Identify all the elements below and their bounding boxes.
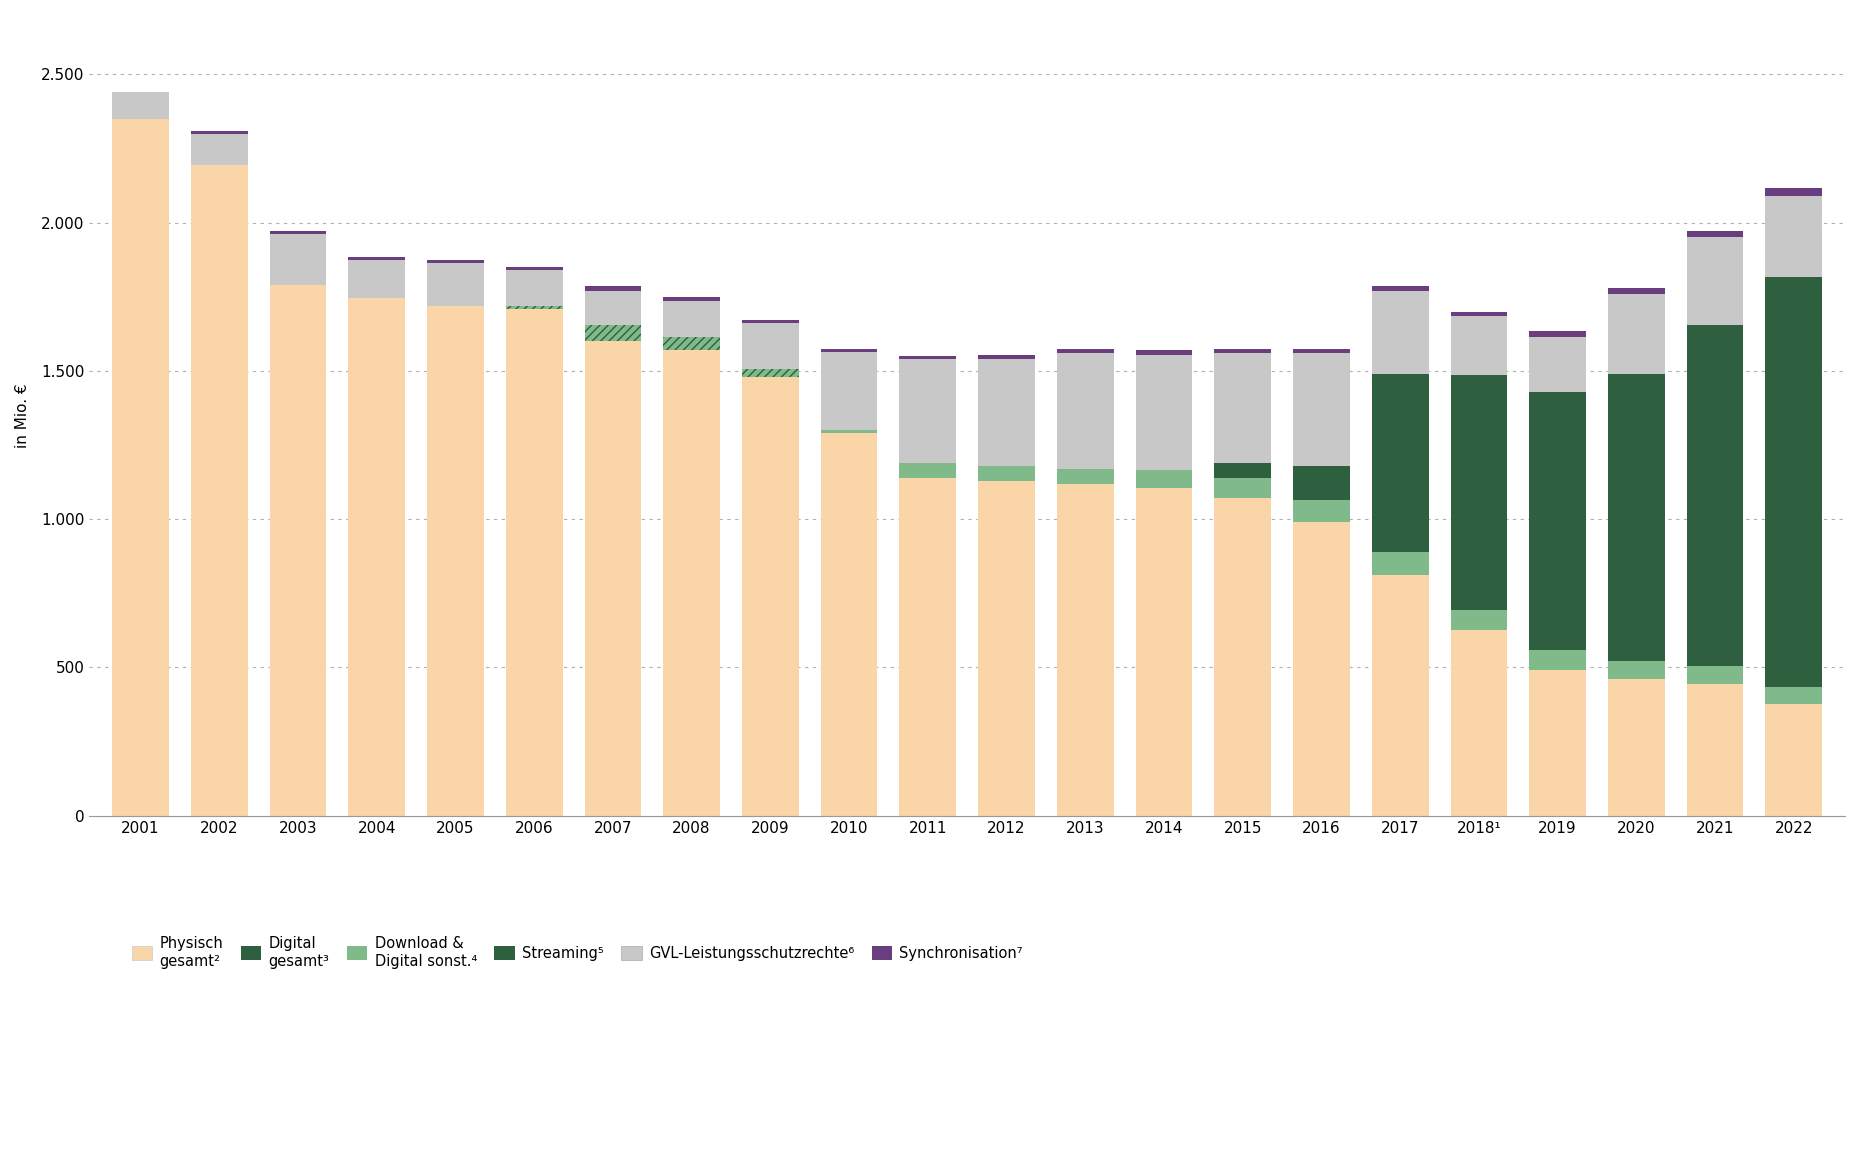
- Bar: [1293, 466, 1350, 500]
- Bar: [1056, 348, 1114, 353]
- Bar: [1451, 316, 1507, 375]
- Bar: [820, 352, 878, 430]
- Bar: [664, 301, 720, 337]
- Bar: [742, 377, 798, 815]
- Bar: [742, 321, 798, 323]
- Bar: [1136, 470, 1192, 488]
- Bar: [664, 350, 720, 815]
- Bar: [584, 342, 642, 815]
- Bar: [1215, 462, 1270, 477]
- Bar: [1765, 705, 1823, 815]
- Bar: [1451, 375, 1507, 610]
- Bar: [506, 306, 562, 308]
- Bar: [270, 285, 326, 815]
- Bar: [1609, 680, 1665, 815]
- Bar: [1529, 650, 1587, 670]
- Bar: [348, 298, 405, 815]
- Bar: [1765, 687, 1823, 705]
- Bar: [900, 477, 956, 815]
- Bar: [1765, 277, 1823, 687]
- Bar: [1687, 231, 1743, 237]
- Bar: [584, 325, 642, 342]
- Bar: [192, 164, 247, 815]
- Bar: [1293, 522, 1350, 815]
- Bar: [1136, 488, 1192, 815]
- Bar: [1136, 350, 1192, 354]
- Bar: [1529, 670, 1587, 815]
- Bar: [112, 92, 169, 118]
- Bar: [584, 325, 642, 342]
- Bar: [742, 323, 798, 369]
- Bar: [820, 434, 878, 815]
- Bar: [1373, 286, 1428, 291]
- Legend: Physisch
gesamt², Digital
gesamt³, Download &
Digital sonst.⁴, Streaming⁵, GVL-L: Physisch gesamt², Digital gesamt³, Downl…: [132, 936, 1023, 968]
- Bar: [1529, 331, 1587, 337]
- Bar: [584, 291, 642, 325]
- Bar: [506, 267, 562, 270]
- Bar: [1293, 348, 1350, 353]
- Bar: [978, 481, 1034, 815]
- Bar: [1215, 477, 1270, 498]
- Bar: [1215, 353, 1270, 462]
- Bar: [978, 359, 1034, 466]
- Bar: [1687, 325, 1743, 666]
- Bar: [1609, 661, 1665, 680]
- Bar: [270, 231, 326, 235]
- Bar: [1056, 353, 1114, 469]
- Bar: [742, 369, 798, 377]
- Bar: [742, 369, 798, 377]
- Bar: [1451, 610, 1507, 630]
- Bar: [1609, 288, 1665, 293]
- Bar: [900, 359, 956, 462]
- Bar: [1687, 684, 1743, 815]
- Bar: [1765, 196, 1823, 277]
- Bar: [1373, 291, 1428, 374]
- Bar: [1215, 348, 1270, 353]
- Bar: [428, 260, 484, 262]
- Bar: [978, 466, 1034, 481]
- Bar: [112, 118, 169, 815]
- Bar: [1529, 392, 1587, 650]
- Bar: [506, 308, 562, 815]
- Bar: [1056, 469, 1114, 483]
- Bar: [664, 297, 720, 301]
- Bar: [1687, 666, 1743, 684]
- Bar: [428, 262, 484, 306]
- Bar: [1373, 374, 1428, 552]
- Bar: [1136, 354, 1192, 470]
- Bar: [664, 337, 720, 350]
- Bar: [270, 235, 326, 285]
- Bar: [1373, 575, 1428, 815]
- Bar: [506, 306, 562, 308]
- Bar: [664, 337, 720, 350]
- Bar: [584, 286, 642, 291]
- Bar: [1609, 293, 1665, 374]
- Bar: [192, 131, 247, 133]
- Bar: [1609, 374, 1665, 661]
- Bar: [1451, 630, 1507, 815]
- Bar: [1373, 552, 1428, 575]
- Bar: [1765, 189, 1823, 196]
- Bar: [1056, 483, 1114, 815]
- Bar: [1293, 500, 1350, 522]
- Bar: [1451, 312, 1507, 316]
- Bar: [900, 462, 956, 477]
- Bar: [506, 270, 562, 306]
- Bar: [978, 354, 1034, 359]
- Bar: [1529, 337, 1587, 392]
- Bar: [820, 348, 878, 352]
- Bar: [900, 356, 956, 359]
- Y-axis label: in Mio. €: in Mio. €: [15, 383, 30, 447]
- Bar: [1293, 353, 1350, 466]
- Bar: [348, 256, 405, 260]
- Bar: [1215, 498, 1270, 815]
- Bar: [820, 430, 878, 434]
- Bar: [1687, 237, 1743, 325]
- Bar: [428, 306, 484, 815]
- Bar: [348, 260, 405, 298]
- Bar: [192, 133, 247, 164]
